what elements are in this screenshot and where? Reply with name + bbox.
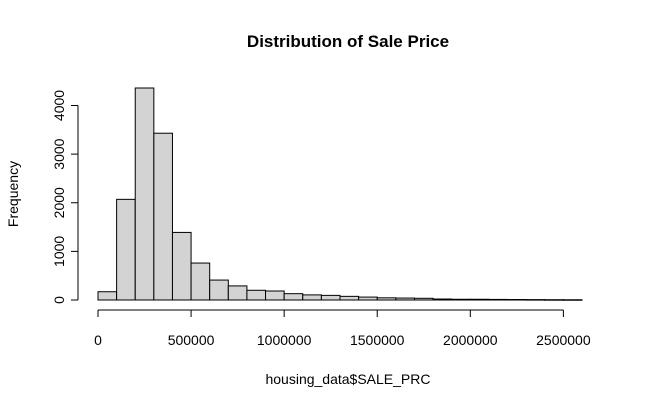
histogram-bar (562, 299, 583, 301)
histogram-bar (320, 294, 341, 301)
histogram-bar (209, 279, 229, 301)
y-tick-label: 0 (51, 296, 67, 304)
histogram-bar (116, 198, 136, 301)
bars-group (97, 87, 583, 301)
histogram-bar (432, 298, 453, 301)
histogram-bar (469, 298, 490, 301)
x-axis: 0 500000 1000000 1500000 2000000 2500000 (94, 309, 591, 348)
x-tick-label: 2500000 (536, 332, 591, 348)
x-tick-label: 1500000 (350, 332, 405, 348)
histogram-bar (134, 87, 155, 301)
histogram-bar (302, 294, 322, 301)
histogram-bar (227, 285, 248, 301)
histogram-bar (376, 297, 397, 301)
histogram-bar (339, 295, 360, 301)
histogram-bar (171, 231, 192, 301)
x-tick-label: 0 (94, 332, 102, 348)
y-tick-label: 1000 (51, 236, 67, 267)
histogram-bar (246, 289, 267, 301)
histogram-bar (153, 132, 173, 301)
y-tick-label: 2000 (51, 187, 67, 218)
histogram-bar (265, 290, 285, 301)
x-tick-label: 2000000 (443, 332, 498, 348)
histogram-bar (525, 299, 546, 301)
y-tick-label: 3000 (51, 138, 67, 169)
histogram-bar (395, 297, 415, 301)
x-tick-label: 1000000 (257, 332, 312, 348)
y-axis-title: Frequency (5, 161, 21, 227)
histogram-bar (283, 293, 304, 301)
histogram-bar (488, 298, 509, 301)
histogram-bar (451, 298, 471, 301)
y-tick-label: 4000 (51, 90, 67, 121)
x-axis-title: housing_data$SALE_PRC (265, 371, 430, 387)
chart-title: Distribution of Sale Price (247, 32, 449, 51)
histogram-bar (544, 299, 564, 301)
y-axis: 0 1000 2000 3000 4000 (51, 90, 79, 304)
histogram-bar (413, 297, 434, 301)
x-tick-label: 500000 (168, 332, 215, 348)
histogram-bar (358, 296, 378, 301)
histogram-bar (190, 262, 211, 301)
histogram-bar (97, 291, 118, 301)
histogram-bar (507, 299, 527, 301)
